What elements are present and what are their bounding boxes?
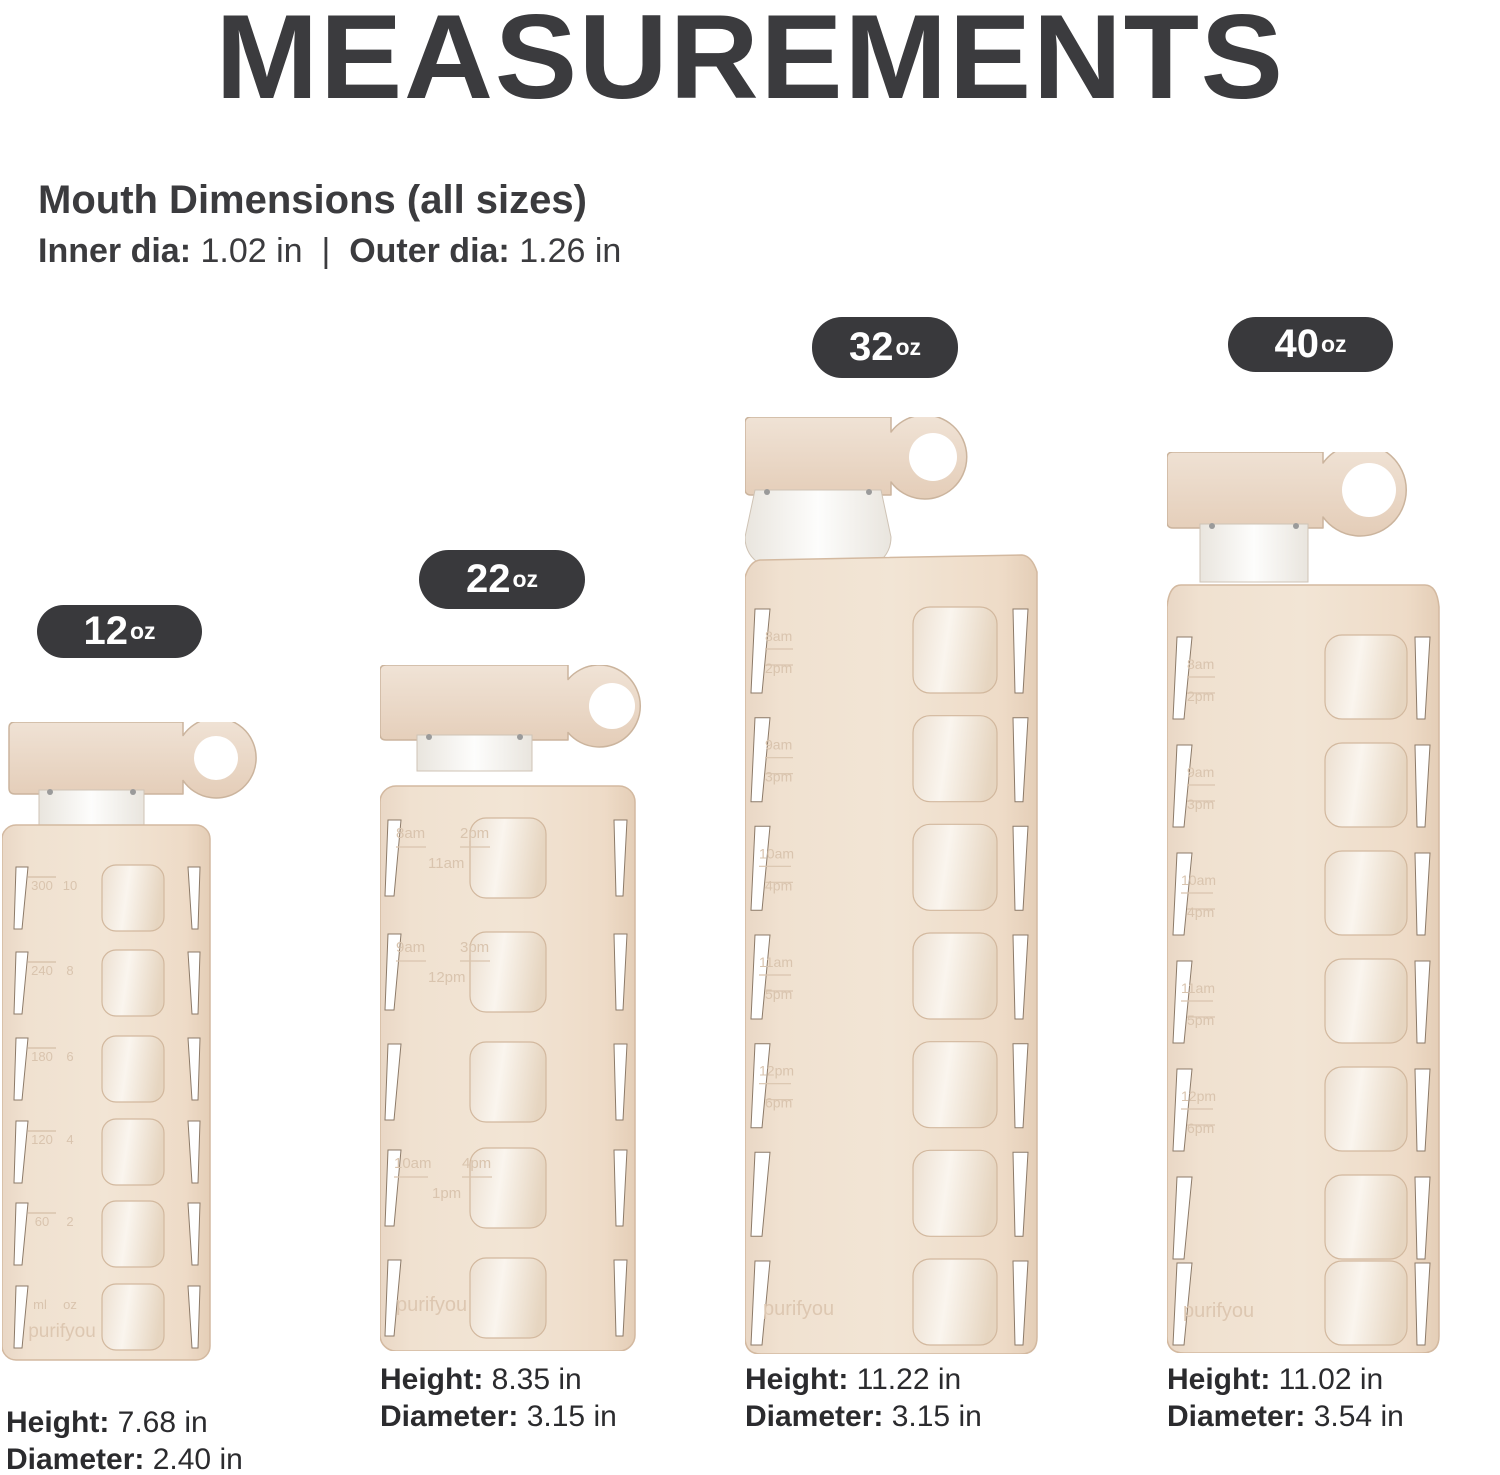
svg-text:10am: 10am bbox=[1181, 872, 1216, 888]
svg-text:120: 120 bbox=[31, 1132, 53, 1147]
svg-text:180: 180 bbox=[31, 1049, 53, 1064]
svg-text:4pm: 4pm bbox=[765, 877, 792, 893]
svg-text:4pm: 4pm bbox=[1187, 904, 1214, 920]
svg-text:3pm: 3pm bbox=[1187, 796, 1214, 812]
svg-text:2pm: 2pm bbox=[460, 825, 489, 842]
svg-text:8am: 8am bbox=[396, 825, 425, 842]
svg-text:purifyou: purifyou bbox=[763, 1298, 834, 1320]
svg-text:3pm: 3pm bbox=[765, 769, 792, 785]
svg-text:6: 6 bbox=[66, 1049, 73, 1064]
svg-text:1pm: 1pm bbox=[432, 1185, 461, 1202]
svg-text:12pm: 12pm bbox=[428, 969, 466, 986]
svg-text:8am: 8am bbox=[1187, 656, 1214, 672]
svg-text:9am: 9am bbox=[765, 737, 792, 753]
svg-text:8am: 8am bbox=[765, 628, 792, 644]
svg-text:ml: ml bbox=[33, 1297, 47, 1312]
svg-text:2: 2 bbox=[66, 1214, 73, 1229]
svg-text:5pm: 5pm bbox=[1187, 1012, 1214, 1028]
svg-text:12pm: 12pm bbox=[759, 1063, 794, 1079]
svg-text:300: 300 bbox=[31, 878, 53, 893]
svg-text:purifyou: purifyou bbox=[1183, 1300, 1254, 1322]
svg-text:10am: 10am bbox=[759, 845, 794, 861]
svg-text:purifyou: purifyou bbox=[28, 1321, 96, 1342]
svg-text:5pm: 5pm bbox=[765, 986, 792, 1002]
svg-text:11am: 11am bbox=[428, 855, 464, 872]
svg-text:6pm: 6pm bbox=[765, 1095, 792, 1111]
svg-text:3pm: 3pm bbox=[460, 939, 489, 956]
svg-text:240: 240 bbox=[31, 963, 53, 978]
svg-text:4: 4 bbox=[66, 1132, 73, 1147]
svg-text:11am: 11am bbox=[1181, 980, 1215, 996]
svg-text:6pm: 6pm bbox=[1187, 1120, 1214, 1136]
svg-text:10am: 10am bbox=[394, 1155, 432, 1172]
svg-text:60: 60 bbox=[35, 1214, 49, 1229]
svg-text:purifyou: purifyou bbox=[396, 1294, 467, 1316]
svg-text:oz: oz bbox=[63, 1297, 77, 1312]
svg-text:10: 10 bbox=[63, 878, 77, 893]
svg-text:2pm: 2pm bbox=[1187, 688, 1214, 704]
svg-text:11am: 11am bbox=[759, 954, 793, 970]
svg-text:12pm: 12pm bbox=[1181, 1088, 1216, 1104]
svg-text:8: 8 bbox=[66, 963, 73, 978]
svg-text:9am: 9am bbox=[1187, 764, 1214, 780]
svg-text:4pm: 4pm bbox=[462, 1155, 491, 1172]
svg-text:9am: 9am bbox=[396, 939, 425, 956]
svg-text:2pm: 2pm bbox=[765, 660, 792, 676]
